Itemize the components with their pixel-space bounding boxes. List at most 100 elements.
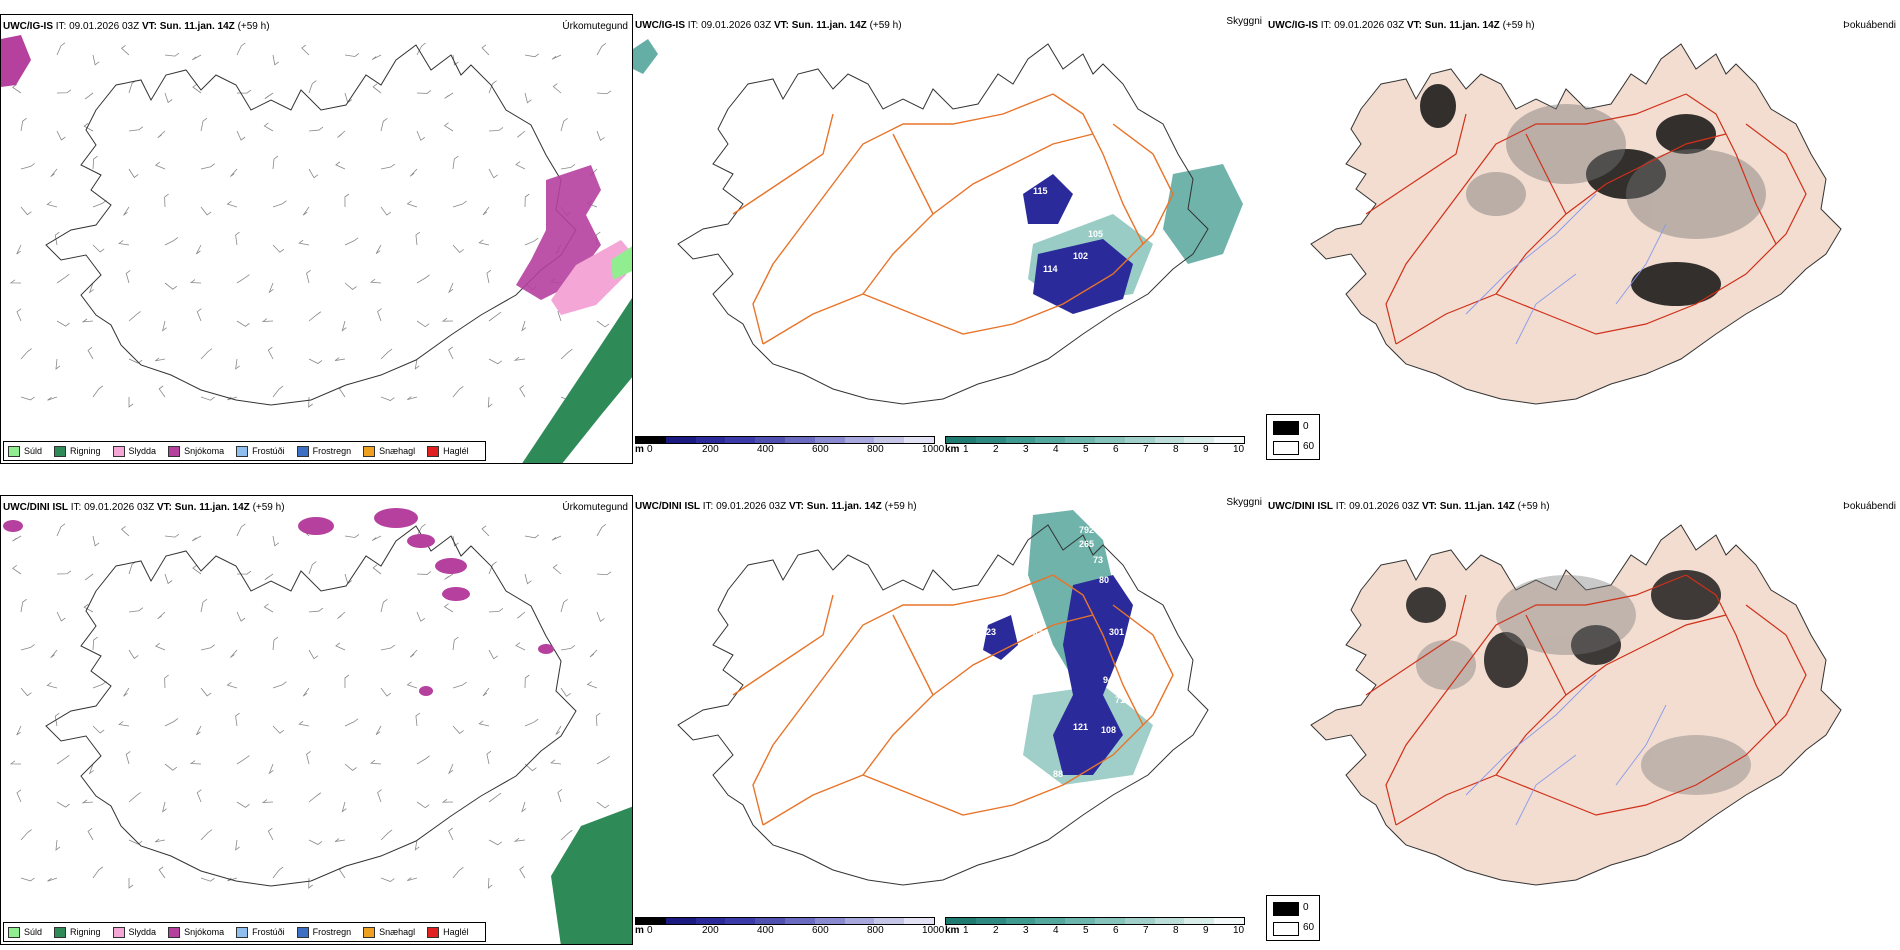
iceland-coastline: [677, 524, 1209, 886]
precip-panel-row2: UWC/DINI ISL IT: 09.01.2026 03Z VT: Sun.…: [0, 495, 633, 945]
fog-swatch-high: [1273, 421, 1299, 435]
it-label: IT:: [55, 21, 67, 32]
colorbar-tick: 0: [647, 444, 653, 455]
wind-barbs: [9, 523, 612, 889]
visibility-label: 73: [1093, 555, 1103, 565]
colorbar-unit: m: [635, 444, 644, 455]
wind-barbs: [9, 42, 612, 408]
colorbar-tick: 1: [963, 925, 969, 936]
river-network: [1465, 674, 1667, 826]
vt-value: Sun. 11.jan. 14Z: [159, 21, 235, 32]
lead-time: (+59 h): [237, 21, 270, 32]
colorbar-tick: 9: [1203, 925, 1209, 936]
colorbar-tick: 200: [702, 444, 719, 455]
it-value: 09.01.2026 03Z: [1334, 20, 1405, 31]
legend-item: Haglél: [427, 445, 469, 457]
fog-gray-areas: [1416, 575, 1751, 795]
it-label: IT:: [1320, 20, 1332, 31]
teal-east: [1163, 164, 1243, 264]
model-label: UWC/IG-IS: [1268, 20, 1318, 31]
it-label: IT:: [687, 20, 699, 31]
fog-legend: 0 60: [1266, 414, 1320, 460]
precip-map-row2: [3, 508, 632, 944]
legend-label: Snæhagl: [379, 927, 416, 937]
visibility-label: 114: [1043, 264, 1058, 274]
visibility-label: 123: [1085, 176, 1100, 186]
header-row2: UWC/DINI ISL IT: 09.01.2026 03Z VT: Sun.…: [3, 502, 285, 513]
model-label: UWC/DINI ISL: [635, 501, 700, 512]
fog-dark-areas: [1420, 84, 1721, 306]
colorbar-tick: 800: [867, 444, 884, 455]
colorbar-ramp: [945, 436, 1245, 444]
colorbar-tick: 3: [1023, 444, 1029, 455]
legend-label: Súld: [24, 446, 43, 456]
snow-corner: [1, 35, 31, 87]
legend-swatch: [296, 445, 309, 457]
header-row2-mid: UWC/DINI ISL IT: 09.01.2026 03Z VT: Sun.…: [635, 501, 917, 512]
colorbar-tick: 6: [1113, 925, 1119, 936]
iceland-coastline: [45, 525, 577, 887]
cloud-title: Skyggni: [1226, 497, 1262, 508]
legend-swatch: [363, 445, 376, 457]
colorbar-tick: 200: [702, 925, 719, 936]
fog-gray-areas: [1466, 104, 1766, 239]
legend-label: Haglél: [443, 446, 469, 456]
vt-value: Sun. 11.jan. 14Z: [174, 502, 250, 513]
legend-label: Haglél: [443, 927, 469, 937]
precip-panel-row1: UWC/IG-IS IT: 09.01.2026 03Z VT: Sun. 11…: [0, 14, 633, 464]
it-value: 09.01.2026 03Z: [69, 21, 140, 32]
teal-top-left: [633, 39, 658, 74]
height-colorbar: m 0 200 400 600 800 1000: [635, 917, 944, 937]
iceland-coastline: [45, 44, 577, 406]
fog-swatch-high: [1273, 902, 1299, 916]
header-row1: UWC/IG-IS IT: 09.01.2026 03Z VT: Sun. 11…: [3, 21, 270, 32]
legend-item: Snjókoma: [168, 926, 224, 938]
legend-swatch: [54, 926, 67, 938]
height-colorbar: m 0 200 400 600 800 1000: [635, 436, 944, 456]
legend-swatch: [296, 926, 309, 938]
legend-swatch: [112, 926, 125, 938]
legend-item: Súld: [8, 926, 42, 938]
road-network: [732, 574, 1174, 826]
precip-map-row1: [1, 35, 632, 463]
colorbar-tick: 9: [1203, 444, 1209, 455]
legend-item: Snjókoma: [168, 445, 224, 457]
km-colorbar: km 1 2 3 4 5 6 7 8 9 10: [945, 436, 1245, 456]
colorbar-tick: 3: [1023, 925, 1029, 936]
ceiling-east: [1053, 575, 1133, 775]
colorbar-tick: 6: [1113, 444, 1119, 455]
legend-item: Haglél: [427, 926, 469, 938]
visibility-label: 47: [1033, 629, 1043, 639]
iceland-land: [1310, 43, 1842, 405]
colorbar-tick: 400: [757, 925, 774, 936]
lead-time: (+59 h): [252, 502, 285, 513]
colorbar-tick: 1000: [922, 444, 945, 455]
model-label: UWC/IG-IS: [3, 21, 53, 32]
legend-label: Rigning: [70, 446, 101, 456]
visibility-label: 88: [1053, 769, 1063, 779]
it-value: 09.01.2026 03Z: [701, 20, 772, 31]
vt-value: Sun. 11.jan. 14Z: [806, 501, 882, 512]
legend-label: Frostregn: [312, 446, 352, 456]
visibility-label: 102: [1073, 251, 1088, 261]
river-network: [1465, 193, 1667, 345]
colorbar-ramp: [945, 917, 1245, 925]
legend-swatch: [54, 445, 67, 457]
colorbar-tick: 8: [1173, 444, 1179, 455]
colorbar-unit: km: [945, 444, 960, 455]
colorbar-tick: 1000: [922, 925, 945, 936]
it-value: 09.01.2026 03Z: [1349, 501, 1420, 512]
legend-swatch: [8, 445, 20, 457]
colorbar-ramp: [635, 917, 935, 925]
legend-swatch: [363, 926, 376, 938]
colorbar-tick: 0: [647, 925, 653, 936]
colorbar-tick: 600: [812, 444, 829, 455]
fog-label-high: 0: [1303, 902, 1309, 913]
visibility-label: 105: [1088, 229, 1103, 239]
fog-title: Þokuábendi: [1843, 501, 1896, 512]
colorbar-tick: 2: [993, 444, 999, 455]
model-label: UWC/DINI ISL: [1268, 501, 1333, 512]
sleet-area: [551, 240, 632, 315]
